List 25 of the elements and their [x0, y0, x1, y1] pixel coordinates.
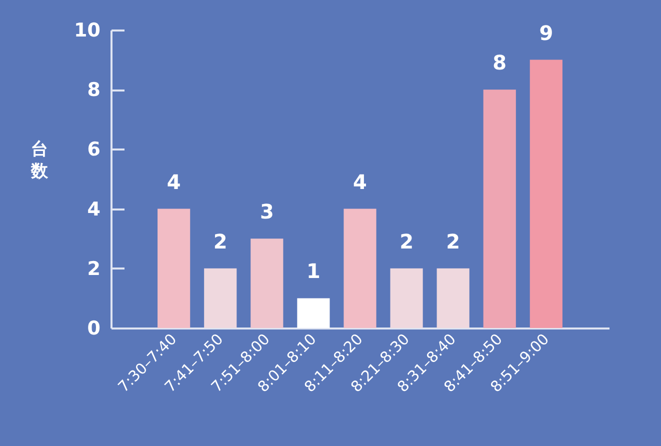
- bar: [158, 208, 190, 328]
- data-label: 4: [353, 170, 367, 194]
- data-label: 9: [539, 20, 554, 45]
- bar: [530, 60, 562, 328]
- y-tick-label: 10: [74, 20, 100, 42]
- bar: [204, 268, 237, 328]
- y-tick-label: 6: [87, 138, 100, 161]
- y-tick-label: 2: [87, 258, 100, 280]
- data-label: 2: [446, 229, 460, 254]
- data-label: 3: [260, 200, 274, 224]
- y-tick-label: 8: [87, 79, 100, 102]
- bar: [344, 208, 376, 328]
- bar: [436, 268, 470, 328]
- bar: [297, 298, 330, 328]
- bar: [483, 90, 516, 328]
- data-label: 4: [166, 170, 181, 194]
- bar: [250, 238, 284, 328]
- data-label: 8: [492, 50, 507, 75]
- data-label: 1: [306, 259, 320, 284]
- data-label: 2: [400, 229, 414, 254]
- data-label: 2: [213, 229, 228, 254]
- y-tick-label: 4: [87, 198, 100, 220]
- bar: [390, 268, 423, 328]
- y-tick-label: 0: [87, 318, 100, 340]
- y-axis-title: 台数: [30, 140, 49, 182]
